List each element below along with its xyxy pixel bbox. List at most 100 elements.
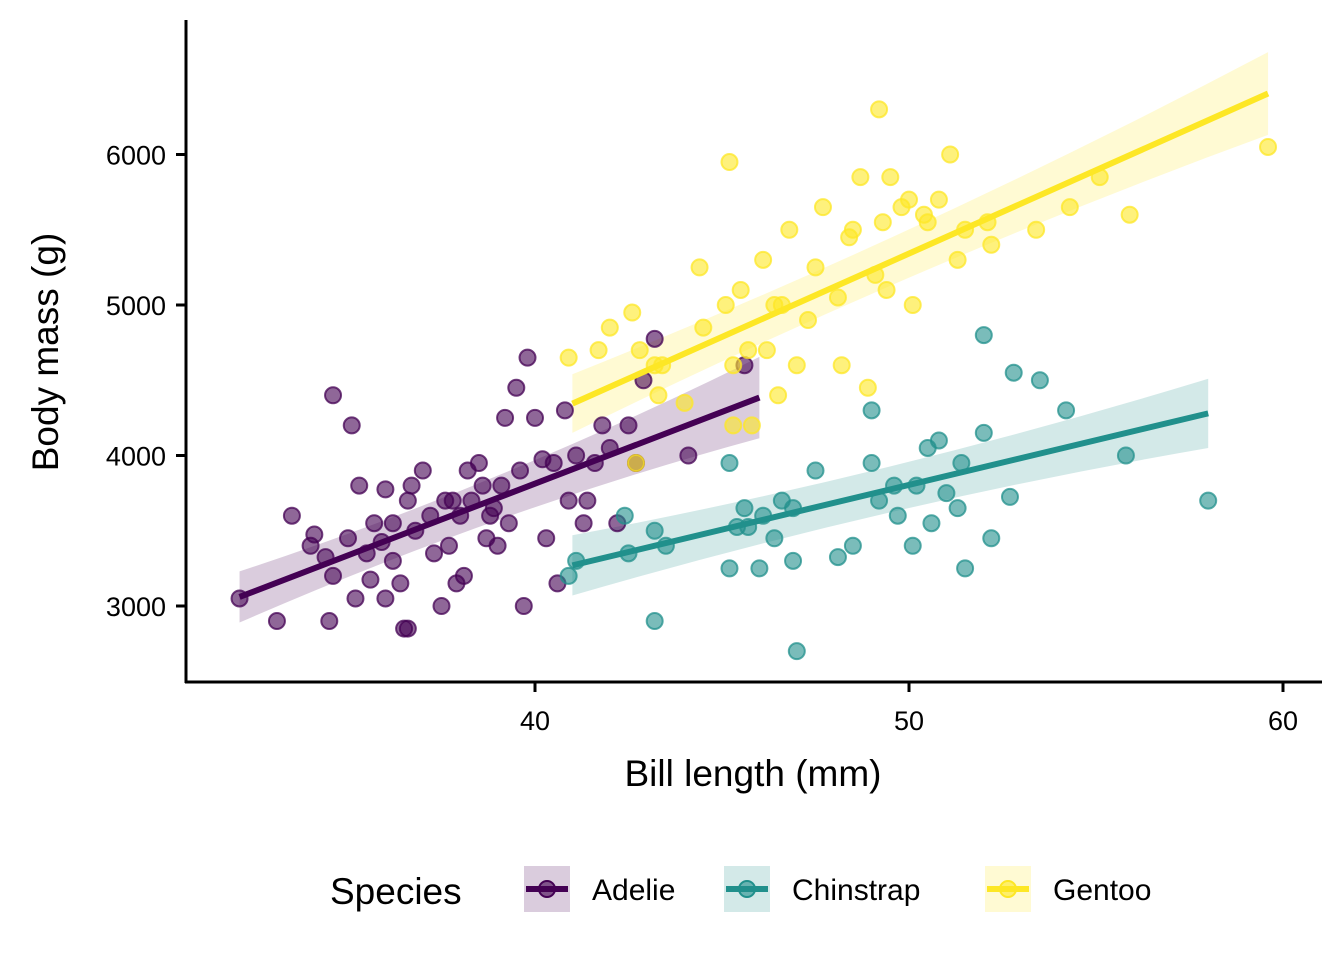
point-gentoo bbox=[1259, 137, 1278, 156]
point-gentoo bbox=[948, 250, 967, 269]
legend-label-adelie: Adelie bbox=[592, 874, 675, 907]
point-adelie bbox=[514, 597, 533, 615]
point-adelie bbox=[413, 461, 432, 480]
point-chinstrap bbox=[929, 431, 948, 450]
point-gentoo bbox=[724, 356, 743, 375]
point-chinstrap bbox=[645, 612, 664, 631]
point-chinstrap bbox=[888, 506, 907, 525]
point-gentoo bbox=[843, 220, 862, 239]
point-gentoo bbox=[739, 341, 758, 360]
point-gentoo bbox=[941, 145, 960, 164]
point-chinstrap bbox=[784, 551, 803, 570]
point-gentoo bbox=[900, 190, 918, 209]
point-gentoo bbox=[630, 341, 649, 360]
point-adelie bbox=[469, 454, 488, 473]
data-points bbox=[230, 100, 1278, 661]
point-adelie bbox=[511, 461, 530, 480]
legend-label-gentoo: Gentoo bbox=[1053, 874, 1151, 907]
point-adelie bbox=[526, 408, 544, 427]
point-adelie bbox=[555, 401, 574, 420]
x-tick-label: 40 bbox=[520, 706, 550, 736]
point-gentoo bbox=[787, 356, 806, 375]
point-adelie bbox=[518, 348, 537, 367]
point-adelie bbox=[391, 574, 410, 593]
point-adelie bbox=[342, 416, 361, 435]
point-chinstrap bbox=[1057, 401, 1076, 420]
point-adelie bbox=[499, 514, 518, 533]
point-adelie bbox=[282, 506, 301, 525]
point-chinstrap bbox=[862, 401, 881, 420]
y-axis-title: Body mass (g) bbox=[25, 233, 66, 472]
point-chinstrap bbox=[645, 521, 664, 540]
point-gentoo bbox=[731, 280, 750, 299]
point-chinstrap bbox=[720, 559, 739, 578]
y-axis-ticks: 3000 4000 5000 6000 bbox=[106, 141, 186, 622]
point-adelie bbox=[473, 476, 492, 495]
point-gentoo bbox=[559, 348, 578, 367]
regression-lines bbox=[238, 90, 1270, 600]
ci-ribbon-gentoo bbox=[572, 52, 1269, 433]
point-chinstrap bbox=[559, 566, 578, 585]
point-gentoo bbox=[626, 454, 645, 473]
point-gentoo bbox=[649, 386, 668, 405]
legend-keys: Adelie Chinstrap Gentoo bbox=[524, 866, 1151, 912]
y-tick-label: 4000 bbox=[106, 442, 166, 472]
point-adelie bbox=[593, 416, 612, 435]
point-adelie bbox=[567, 446, 586, 465]
legend-title: Species bbox=[330, 871, 462, 912]
point-chinstrap bbox=[956, 559, 975, 578]
point-adelie bbox=[376, 480, 395, 499]
point-adelie bbox=[324, 386, 343, 405]
point-gentoo bbox=[982, 235, 1001, 254]
x-tick-label: 50 bbox=[894, 706, 924, 736]
point-adelie bbox=[578, 491, 597, 510]
point-adelie bbox=[443, 491, 462, 510]
point-adelie bbox=[320, 612, 339, 631]
point-chinstrap bbox=[1000, 487, 1019, 506]
point-adelie bbox=[402, 476, 421, 495]
point-adelie bbox=[376, 589, 395, 608]
point-adelie bbox=[361, 570, 380, 589]
point-gentoo bbox=[881, 168, 900, 187]
point-gentoo bbox=[742, 416, 761, 435]
point-gentoo bbox=[623, 303, 642, 322]
point-adelie bbox=[439, 536, 458, 555]
point-gentoo bbox=[903, 296, 922, 314]
point-adelie bbox=[398, 619, 417, 638]
point-chinstrap bbox=[750, 559, 769, 578]
point-adelie bbox=[350, 476, 369, 495]
point-chinstrap bbox=[903, 536, 922, 555]
point-gentoo bbox=[851, 168, 870, 187]
point-adelie bbox=[365, 514, 384, 533]
point-adelie bbox=[559, 491, 578, 510]
point-gentoo bbox=[828, 288, 847, 307]
point-chinstrap bbox=[1116, 446, 1135, 465]
point-gentoo bbox=[1120, 205, 1139, 224]
point-gentoo bbox=[769, 386, 788, 405]
point-gentoo bbox=[694, 318, 713, 337]
point-adelie bbox=[305, 525, 324, 544]
point-gentoo bbox=[799, 311, 818, 330]
point-gentoo bbox=[1060, 198, 1079, 217]
legend-label-chinstrap: Chinstrap bbox=[792, 874, 920, 907]
point-chinstrap bbox=[862, 454, 881, 473]
point-adelie bbox=[324, 566, 343, 585]
point-adelie bbox=[454, 566, 473, 585]
point-adelie bbox=[346, 589, 365, 608]
point-gentoo bbox=[720, 153, 739, 172]
legend-key-point-chinstrap bbox=[738, 880, 756, 898]
point-adelie bbox=[619, 416, 638, 435]
point-adelie bbox=[537, 529, 556, 548]
point-gentoo bbox=[716, 296, 735, 314]
point-chinstrap bbox=[982, 529, 1001, 548]
point-gentoo bbox=[589, 341, 608, 360]
point-gentoo bbox=[690, 258, 709, 277]
point-chinstrap bbox=[787, 642, 806, 661]
point-gentoo bbox=[858, 378, 877, 397]
legend-key-point-gentoo bbox=[999, 880, 1017, 898]
point-chinstrap bbox=[735, 499, 754, 518]
x-axis-title: Bill length (mm) bbox=[625, 753, 882, 794]
point-adelie bbox=[425, 544, 444, 563]
fit-line-chinstrap bbox=[571, 410, 1209, 569]
point-gentoo bbox=[1027, 220, 1046, 239]
